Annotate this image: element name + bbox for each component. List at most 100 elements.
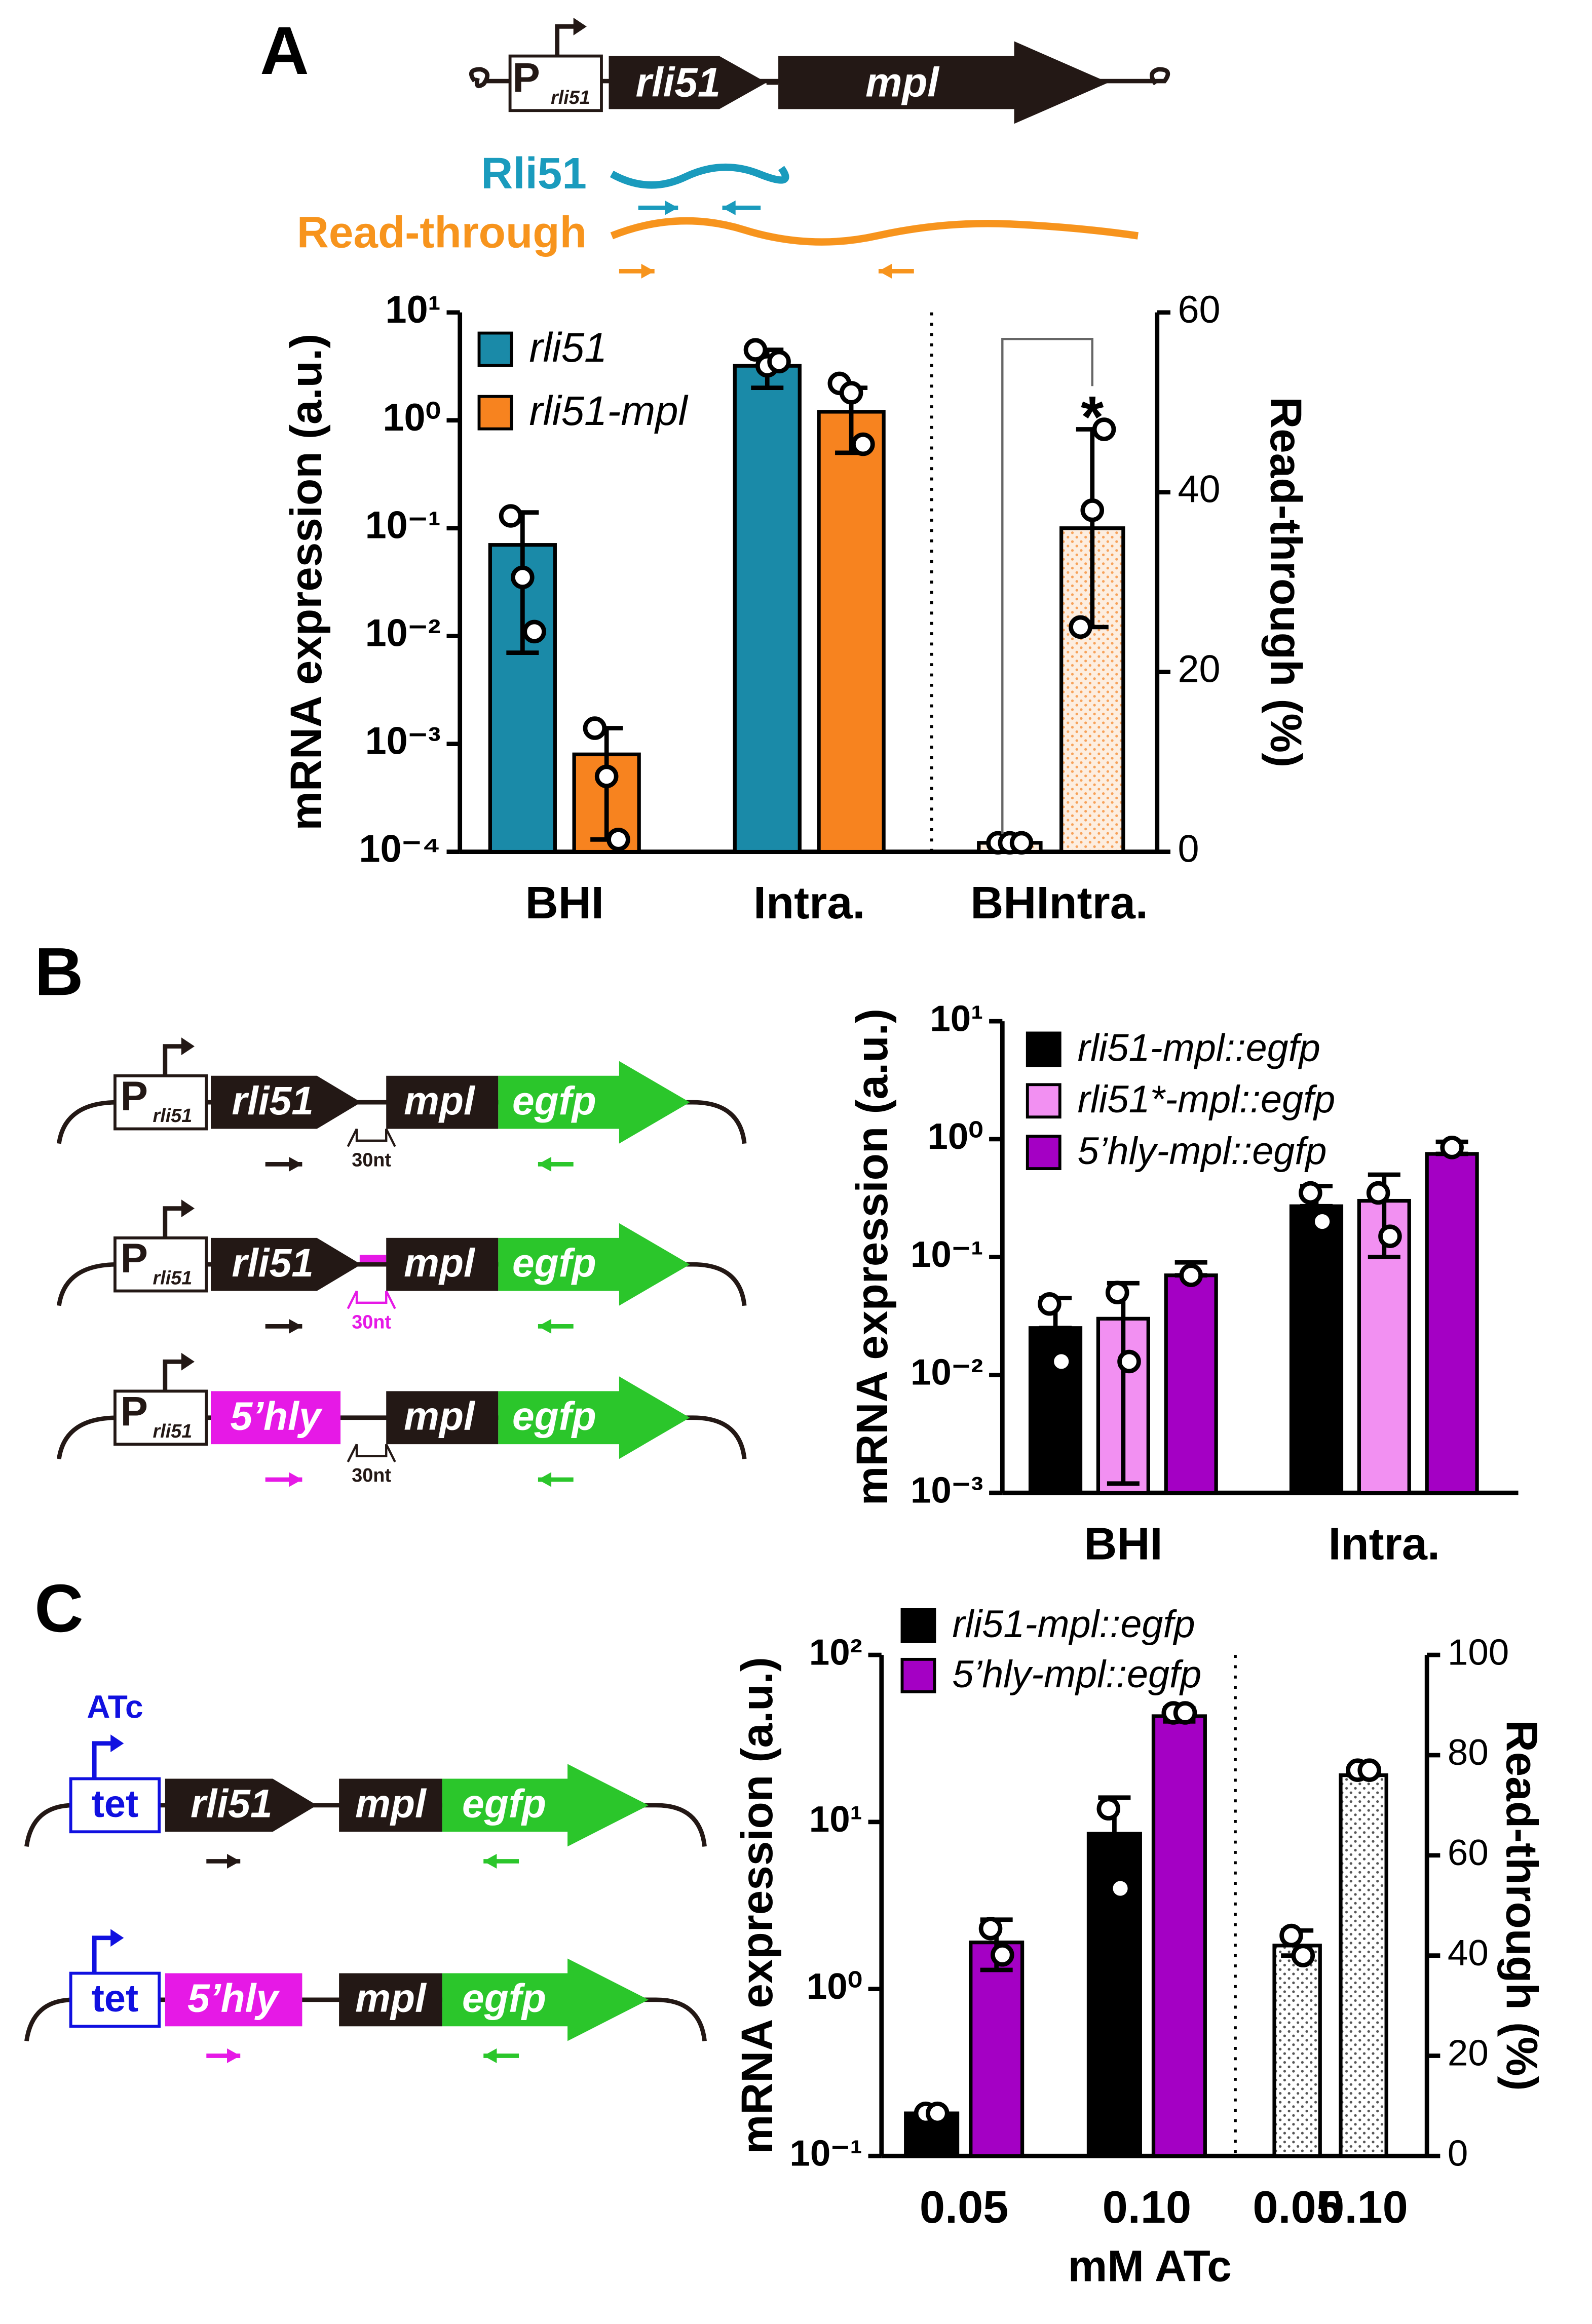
gene-label: rli51: [232, 1078, 314, 1123]
legend-label: rli51*-mpl::egfp: [1078, 1078, 1336, 1121]
legend-swatch: [1026, 1031, 1062, 1067]
y-tick-label: 10¹: [809, 1799, 862, 1840]
x-tick-label: 0.05: [1253, 2182, 1342, 2233]
legend-swatch: [900, 1608, 936, 1643]
gene-label: egfp: [512, 1393, 596, 1438]
legend-label: 5’hly-mpl::egfp: [1078, 1130, 1327, 1173]
legend-label: 5’hly-mpl::egfp: [952, 1653, 1201, 1696]
promoter-subscript: rli51: [153, 1105, 192, 1127]
data-point: [1440, 1136, 1464, 1159]
significance-star: *: [1081, 384, 1104, 450]
x-tick-label: 0.10: [1319, 2182, 1408, 2233]
y2-tick-label: 60: [1178, 289, 1220, 331]
primer-arrow-head: [483, 1853, 497, 1869]
gene-egfp: [442, 1958, 649, 2041]
promoter-arrow-head: [181, 1037, 195, 1056]
data-point: [743, 338, 768, 362]
y-tick-label: 10¹: [386, 289, 441, 331]
gene-label: 5’hly: [187, 1976, 280, 2021]
bar: [1151, 1714, 1207, 2158]
promoter-label: P: [121, 1073, 148, 1119]
promoter-box: [69, 1971, 161, 2028]
promoter-arrow: [555, 24, 575, 56]
gene-label: mpl: [404, 1393, 476, 1438]
y-tick-label: 10⁻²: [911, 1352, 983, 1393]
primer-arrow-head: [665, 200, 678, 215]
x-tick-label: 0.05: [920, 2182, 1009, 2233]
primer-arrow-head: [538, 1156, 552, 1172]
y2-tick-label: 100: [1448, 1632, 1509, 1673]
y2-tick-label: 20: [1178, 648, 1220, 691]
data-point: [1108, 1876, 1132, 1901]
gene-mpl: [386, 1237, 499, 1291]
data-point: [522, 619, 546, 644]
data-point: [1092, 417, 1116, 441]
gene-mpl: [339, 1973, 442, 2027]
y-tick-label: 10⁻⁴: [359, 828, 440, 871]
promoter-box: [113, 1389, 208, 1446]
data-point: [851, 432, 875, 456]
promoter-label: tet: [92, 1783, 138, 1826]
gene-label: 5’hly: [231, 1393, 323, 1438]
legend-swatch: [900, 1657, 936, 1693]
promoter-box: [113, 1236, 208, 1293]
y-tick-label: 10²: [809, 1632, 862, 1673]
y-tick-label: 10¹: [930, 998, 983, 1039]
data-point: [1117, 1349, 1141, 1374]
y-tick-label: 10⁻¹: [789, 2133, 862, 2174]
promoter-subscript: rli51: [153, 1267, 192, 1289]
bar: [969, 1941, 1025, 2158]
panel-label: B: [34, 934, 84, 1010]
promoter-arrow-head: [110, 1929, 124, 1947]
gene-egfp: [498, 1061, 690, 1144]
data-point: [1173, 1701, 1197, 1725]
data-point: [583, 716, 607, 740]
promoter-arrow-head: [573, 17, 587, 35]
data-point: [978, 1917, 1003, 1941]
gene-label: mpl: [404, 1241, 476, 1285]
legend-label: rli51-mpl::egfp: [1078, 1027, 1320, 1069]
bar: [1425, 1152, 1479, 1495]
gene-label: rli51: [191, 1781, 273, 1826]
y2-axis-label: Read-through (%): [1497, 1720, 1546, 2091]
promoter-arrow: [163, 1206, 183, 1238]
promoter-box: [508, 54, 603, 112]
gene-rli51: [211, 1237, 361, 1291]
promoter-arrow: [92, 1935, 112, 1973]
data-point: [1310, 1210, 1334, 1233]
x-tick-label: BHI: [525, 877, 604, 928]
transcript-label: Rli51: [481, 149, 587, 198]
primer-arrow-head: [289, 1319, 302, 1334]
promoter-subscript: rli51: [551, 87, 590, 108]
bar: [1164, 1273, 1218, 1495]
primer-arrow-head: [289, 1156, 302, 1172]
data-point: [839, 381, 863, 405]
gene-mpl: [386, 1075, 499, 1129]
promoter-arrow-head: [110, 1734, 124, 1753]
x-tick-label: BHI: [970, 877, 1049, 928]
data-point: [1378, 1224, 1402, 1248]
spacer-label: 30nt: [352, 1465, 391, 1486]
x-tick-label: Intra.: [753, 877, 865, 928]
data-point: [1049, 1349, 1073, 1374]
data-point: [991, 1943, 1014, 1967]
data-point: [1080, 498, 1105, 522]
gene-label: egfp: [462, 1781, 546, 1826]
primer-arrow-head: [722, 200, 736, 215]
gene-label: mpl: [404, 1078, 476, 1123]
legend-label: rli51-mpl::egfp: [952, 1603, 1195, 1646]
promoter-arrow: [163, 1359, 183, 1391]
gene-5hly: [165, 1973, 302, 2027]
y2-tick-label: 80: [1448, 1732, 1489, 1773]
data-point: [511, 565, 535, 590]
data-point: [1279, 1923, 1303, 1948]
gene-label: rli51: [635, 59, 721, 105]
legend-swatch: [1026, 1135, 1062, 1171]
gene-mpl: [386, 1391, 499, 1445]
y2-tick-label: 60: [1448, 1832, 1489, 1873]
gene-label: egfp: [462, 1976, 546, 2021]
x-tick-label: Intra.: [1329, 1519, 1440, 1570]
y2-tick-label: 20: [1448, 2033, 1489, 2074]
significance-bracket: [1001, 337, 1093, 834]
